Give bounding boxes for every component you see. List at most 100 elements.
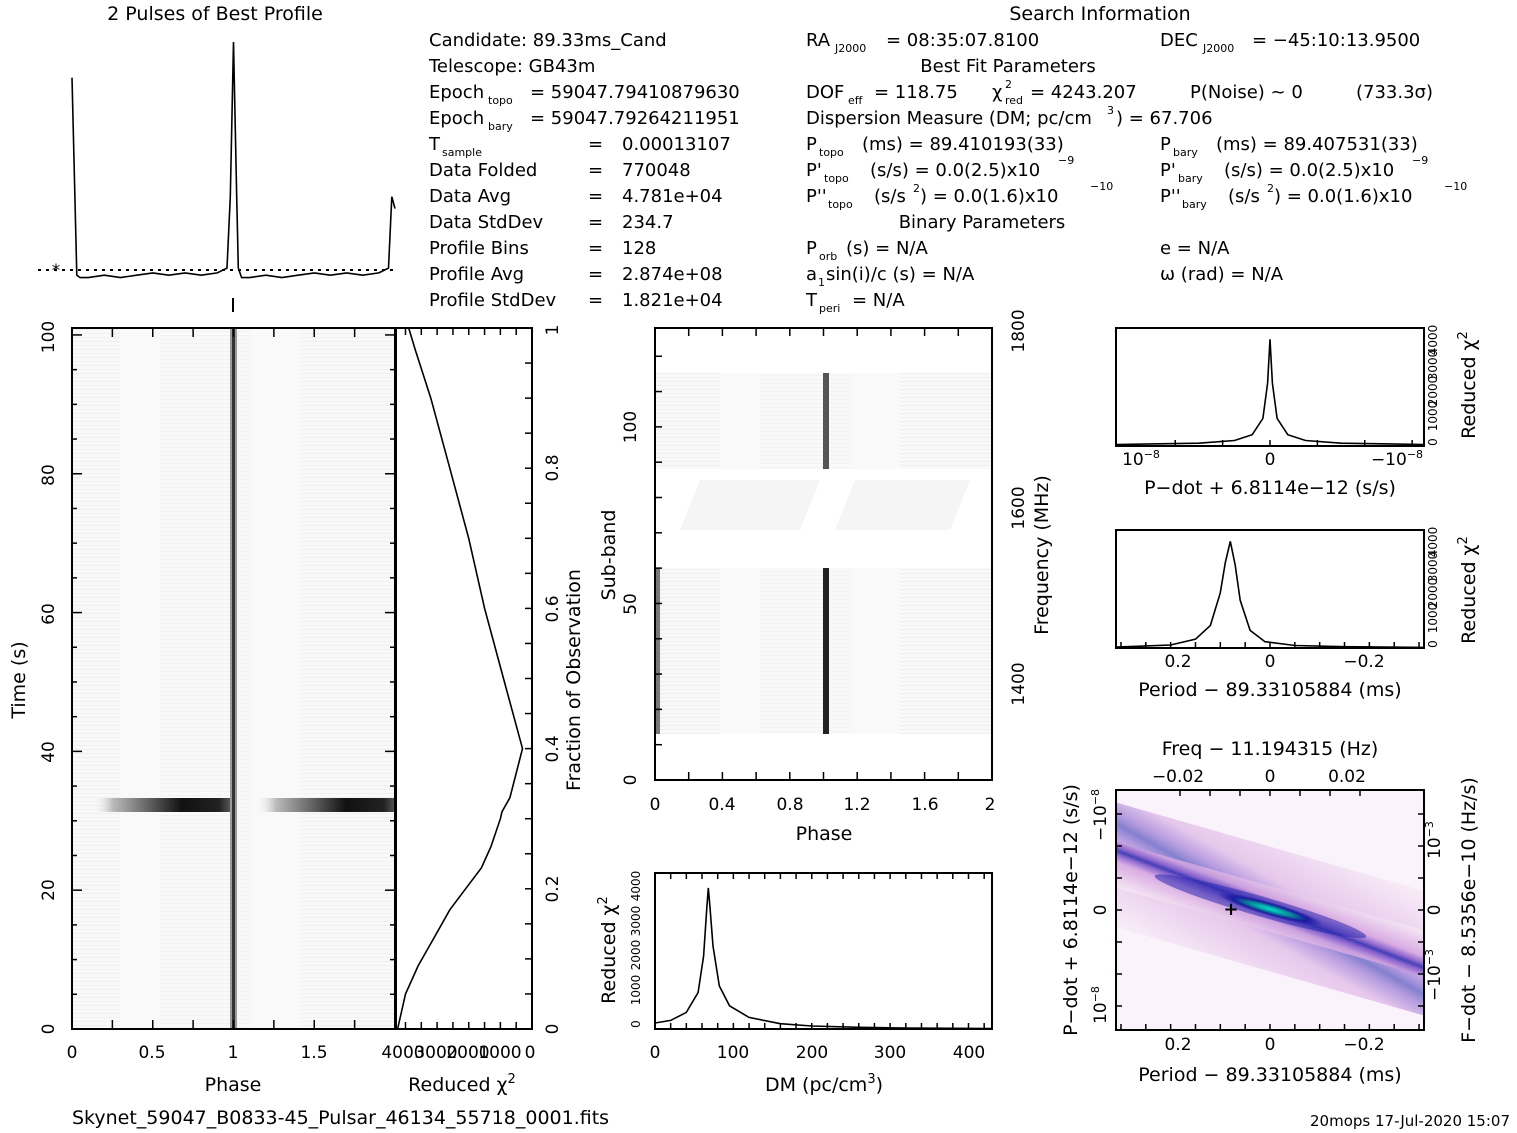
- info-data-avg-label: Data Avg: [429, 186, 511, 207]
- ppdot-ticks: [1116, 790, 1424, 1030]
- info-a1-label: a: [806, 264, 817, 285]
- dm-ylabel-sup: 2: [596, 896, 611, 904]
- sb-xlabel: Phase: [796, 823, 853, 845]
- tp-ylabel: Time (s): [8, 641, 30, 719]
- info-data-std-eq: =: [588, 212, 603, 233]
- pp-y2tick-pos-base: 10: [1425, 837, 1445, 859]
- info-chi-sup: 2: [1005, 78, 1012, 91]
- info-a1-value: sin(i)/c (s) = N/A: [826, 264, 975, 285]
- pr-xlabel: Period − 89.33105884 (ms): [1138, 679, 1401, 701]
- dm-xtick-100: 100: [717, 1043, 749, 1063]
- sb-y2tick-1400: 1400: [1009, 662, 1029, 705]
- pp-x2tick-0: 0: [1265, 767, 1276, 787]
- pp-xtick-0: 0: [1265, 1035, 1276, 1055]
- info-ptopo-sub: topo: [819, 146, 844, 159]
- info-ra-label: RA: [806, 30, 831, 51]
- time-phase-ticks: [71, 328, 395, 1030]
- sb-ylabel: Sub-band: [598, 510, 620, 601]
- info-tperi-label: T: [805, 290, 818, 311]
- pd-xtick-neg: 10−8: [1122, 448, 1160, 470]
- info-tsample-label: T: [428, 134, 441, 155]
- info-dec-sub: J2000: [1202, 42, 1234, 55]
- info-profile-avg-eq: =: [588, 264, 603, 285]
- sb-ytick-50: 50: [621, 593, 641, 615]
- info-data-folded-value: 770048: [622, 160, 691, 181]
- dmYticks-label-1: 1000: [629, 975, 643, 1006]
- info-sigma: (733.3σ): [1356, 82, 1433, 103]
- dm-ticks: [654, 873, 985, 1029]
- chi2-fraction-panel: 4000 3000 2000 1000 0 Reduced χ2 0 0.2 0…: [381, 325, 585, 1096]
- cf-xlabel-text: Reduced χ: [408, 1074, 507, 1096]
- pp-y2tick-pos-exp: −3: [1423, 821, 1436, 837]
- sb-xtick-12: 1.2: [843, 795, 870, 815]
- info-pddtopo-exp: −10: [1090, 180, 1113, 193]
- info-dof-value: = 118.75: [874, 82, 958, 103]
- profile-panel: *: [38, 41, 396, 312]
- best-fit-title: Best Fit Parameters: [920, 56, 1095, 77]
- info-epoch-topo-label: Epoch: [429, 82, 484, 103]
- pp-xlabel: Period − 89.33105884 (ms): [1138, 1064, 1401, 1086]
- pr-xtick-m02: −0.2: [1343, 652, 1384, 672]
- subband-panel: 0 0.4 0.8 1.2 1.6 2 Phase 0 50 100 Sub-b…: [598, 309, 1053, 845]
- pulse-core-1: [232, 328, 235, 1029]
- sb-y2label: Frequency (MHz): [1031, 475, 1053, 635]
- pp-ylabel: P−dot + 6.8114e−12 (s/s): [1060, 784, 1082, 1036]
- pdot-ticks: [1174, 440, 1413, 446]
- cf-ytick-08: 0.8: [543, 454, 563, 481]
- pdYticks-label-2: 2000: [1426, 376, 1440, 407]
- footer-filename: Skynet_59047_B0833-45_Pulsar_46134_55718…: [72, 1107, 609, 1129]
- dm-xtick-200: 200: [796, 1043, 828, 1063]
- info-ra-sub: J2000: [834, 42, 866, 55]
- pp-y2tick-0: 0: [1425, 905, 1445, 916]
- dm-xtick-300: 300: [874, 1043, 906, 1063]
- tp-ytick-80: 80: [39, 464, 59, 486]
- profile-title: 2 Pulses of Best Profile: [107, 3, 323, 25]
- info-porb-sub: orb: [819, 250, 837, 263]
- info-pdtopo-value: (s/s) = 0.0(2.5)x10: [870, 160, 1040, 181]
- tp-ytick-100: 100: [39, 321, 59, 353]
- cf-xtick-4000: 4000: [381, 1043, 424, 1063]
- ppdot-panel: Freq − 11.194315 (Hz) + −0.02 0 0.02 0.2…: [1060, 738, 1480, 1086]
- info-pddbary-sup: 2: [1267, 182, 1274, 195]
- pr-ylabel-text: Reduced χ: [1458, 544, 1480, 643]
- info-pddbary-label: P'': [1160, 186, 1181, 207]
- info-pdtopo-exp: −9: [1058, 154, 1074, 167]
- dmYticks-label-2: 2000: [629, 940, 643, 971]
- pp-xtick-02: 0.2: [1164, 1035, 1191, 1055]
- info-tsample-value: 0.00013107: [622, 134, 731, 155]
- prYticks-label-1: 1000: [1426, 603, 1440, 634]
- cf-xtick-0: 0: [525, 1043, 536, 1063]
- info-tsample-eq: =: [588, 134, 603, 155]
- info-data-std-label: Data StdDev: [429, 212, 544, 233]
- sb-xtick-04: 0.4: [708, 795, 735, 815]
- info-epoch-bary-value: = 59047.79264211951: [530, 108, 740, 129]
- info-pddtopo-value: (s/s: [874, 186, 906, 207]
- info-telescope: Telescope: GB43m: [428, 56, 595, 77]
- pp-x2tick-002: 0.02: [1328, 767, 1366, 787]
- dmYticks-label-3: 3000: [629, 906, 643, 937]
- profile-line: [71, 41, 396, 279]
- cf-xtick-2000: 2000: [446, 1043, 489, 1063]
- info-pdtopo-label: P': [806, 160, 822, 181]
- prYticks-label-4: 4000: [1426, 527, 1440, 558]
- info-pdbary-value: (s/s) = 0.0(2.5)x10: [1224, 160, 1394, 181]
- info-chi-value: = 4243.207: [1030, 82, 1137, 103]
- pd-ylabel: Reduced χ2: [1456, 331, 1480, 439]
- info-pddtopo-sup: 2: [913, 182, 920, 195]
- sb-ytick-100: 100: [621, 411, 641, 443]
- info-dec-value: = −45:10:13.9500: [1252, 30, 1420, 51]
- tp-xtick-0: 0: [67, 1043, 78, 1063]
- prYticks-label-3: 3000: [1426, 552, 1440, 583]
- prYticks-label-2: 2000: [1426, 578, 1440, 609]
- info-profile-avg-label: Profile Avg: [429, 264, 524, 285]
- info-candidate: Candidate: 89.33ms_Cand: [429, 30, 667, 51]
- sb-xtick-2: 2: [985, 795, 996, 815]
- sb-ytick-0: 0: [621, 775, 641, 786]
- binary-title: Binary Parameters: [899, 212, 1066, 233]
- pp-ytick-pos-exp: −8: [1089, 789, 1102, 805]
- info-ptopo-label: P: [806, 134, 817, 155]
- sb-xtick-08: 0.8: [776, 795, 803, 815]
- info-chi-label: χ: [992, 82, 1002, 103]
- pp-ytick-neg-exp: −8: [1089, 986, 1102, 1002]
